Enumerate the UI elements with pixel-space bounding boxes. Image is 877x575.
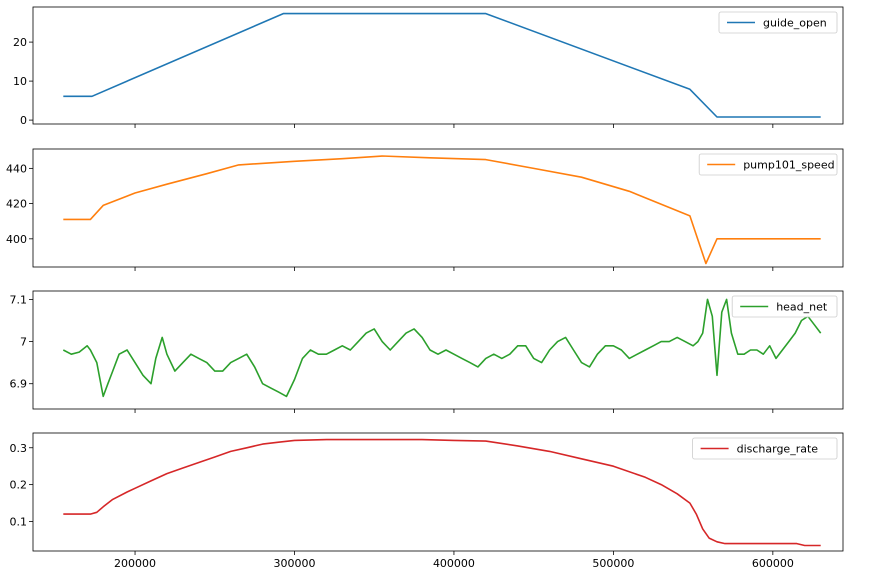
legend: guide_open — [718, 11, 838, 34]
legend: pump101_speed — [698, 153, 838, 176]
axes-frame — [32, 432, 844, 552]
axes-frame — [32, 290, 844, 410]
axes-frame — [32, 6, 844, 125]
subplot-4: 0.1 0.2 0.3 200000 300000 400000 500000 600000 d… — [10, 432, 844, 570]
legend-label: discharge_rate — [737, 443, 819, 456]
x-tick-label: 200000 — [114, 557, 156, 570]
y-tick-label: 440 — [6, 162, 27, 175]
x-tick-label: 400000 — [433, 557, 475, 570]
y-tick-label: 0.1 — [10, 516, 28, 529]
y-tick-label: 400 — [6, 233, 27, 246]
y-tick-label: 7 — [20, 336, 27, 349]
y-tick-label: 6.9 — [10, 378, 28, 391]
x-tick-label: 500000 — [592, 557, 634, 570]
legend: discharge_rate — [692, 437, 838, 460]
legend-box — [718, 11, 838, 34]
legend-label: pump101_speed — [743, 159, 834, 172]
y-tick-label: 0.2 — [10, 479, 28, 492]
subplot-1: 0 10 20 guide_open — [13, 6, 844, 128]
legend-box — [698, 153, 838, 176]
series-line-head_net — [62, 298, 822, 398]
legend-label: head_net — [776, 301, 828, 314]
legend-label: guide_open — [763, 17, 827, 30]
y-tick-label: 7.1 — [10, 293, 28, 306]
y-tick-label: 0.3 — [10, 442, 28, 455]
subplot-2: 400 420 440 pump101_speed — [6, 148, 844, 271]
series-line-pump101_speed — [63, 155, 821, 265]
y-tick-label: 20 — [13, 36, 27, 49]
series-line-discharge_rate — [63, 438, 821, 547]
x-tick-label: 300000 — [273, 557, 315, 570]
legend: head_net — [731, 295, 838, 318]
legend-box — [731, 295, 838, 318]
x-tick-label: 600000 — [752, 557, 794, 570]
series-line-guide_open — [63, 12, 821, 118]
legend-box — [692, 437, 838, 460]
y-tick-label: 10 — [13, 75, 27, 88]
y-tick-label: 0 — [20, 114, 27, 127]
y-tick-label: 420 — [6, 198, 27, 211]
subplot-3: 6.9 7 7.1 head_net — [10, 290, 844, 413]
axes-frame — [32, 148, 844, 268]
